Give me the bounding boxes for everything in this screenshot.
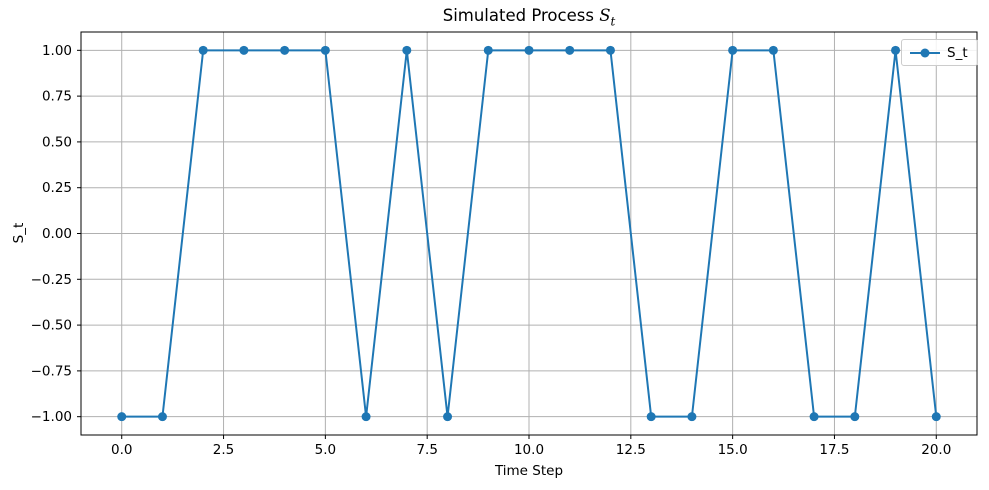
svg-text:12.5: 12.5: [616, 442, 646, 458]
x-tick-labels: 0.0 2.5 5.0 7.5 10.0 12.5 15.0 17.5 20.0: [111, 435, 951, 458]
svg-text:5.0: 5.0: [315, 442, 336, 458]
svg-text:0.25: 0.25: [42, 180, 72, 196]
y-tick-labels: −1.00 −0.75 −0.50 −0.25 0.00 0.25 0.50 0.75 1.00: [31, 43, 81, 425]
svg-text:0.0: 0.0: [111, 442, 132, 458]
svg-text:2.5: 2.5: [213, 442, 234, 458]
chart-title-math-var: S: [599, 6, 611, 25]
svg-text:0.75: 0.75: [42, 89, 72, 105]
svg-text:−0.75: −0.75: [31, 363, 72, 379]
svg-text:7.5: 7.5: [416, 442, 437, 458]
gridlines: [81, 32, 977, 435]
chart-title-math-sub: t: [610, 14, 616, 29]
svg-text:10.0: 10.0: [514, 442, 544, 458]
svg-text:1.00: 1.00: [42, 43, 72, 59]
svg-text:0.00: 0.00: [42, 226, 72, 242]
x-axis-label: Time Step: [494, 463, 564, 479]
svg-text:20.0: 20.0: [921, 442, 951, 458]
svg-text:0.50: 0.50: [42, 134, 72, 150]
chart-title-text: Simulated Process: [442, 6, 600, 25]
svg-text:−0.25: −0.25: [31, 272, 72, 288]
svg-text:17.5: 17.5: [819, 442, 849, 458]
chart-title: Simulated Process St: [81, 6, 977, 28]
svg-text:−1.00: −1.00: [31, 409, 72, 425]
svg-text:−0.50: −0.50: [31, 318, 72, 334]
legend[interactable]: S_t: [901, 39, 978, 66]
legend-line-marker-icon: [910, 48, 940, 57]
legend-label: S_t: [947, 44, 968, 61]
data-series: [117, 45, 941, 422]
svg-text:15.0: 15.0: [718, 442, 748, 458]
